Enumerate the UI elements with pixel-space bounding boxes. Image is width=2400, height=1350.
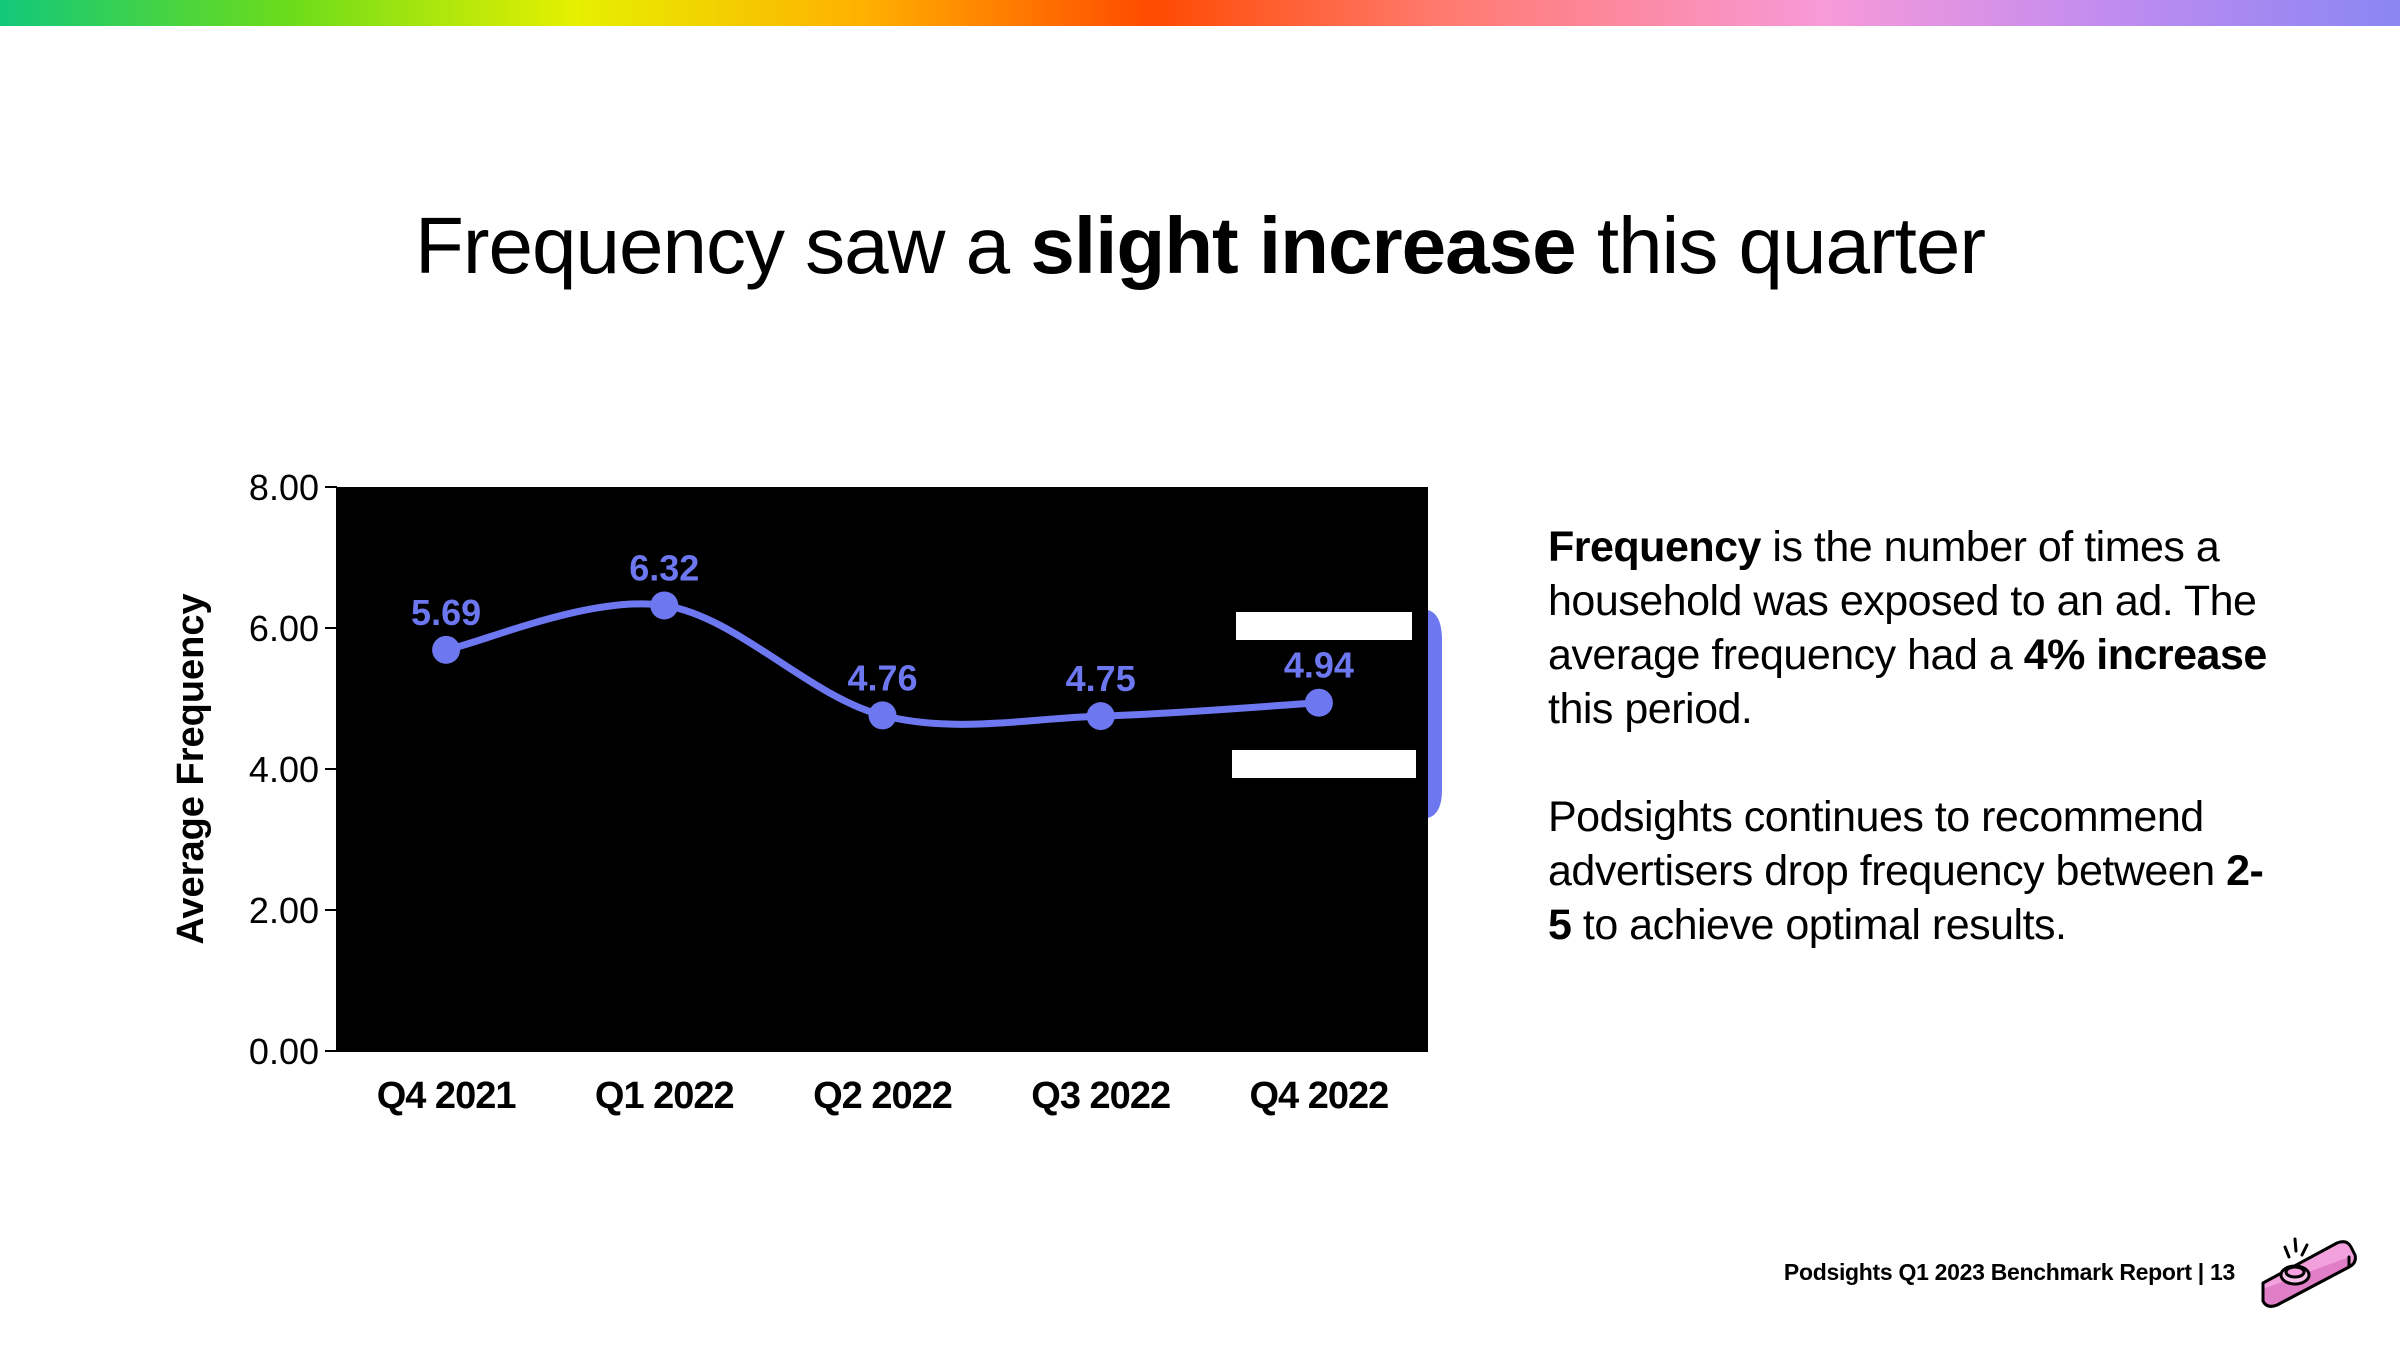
- kazoo-icon: [2261, 1237, 2357, 1308]
- x-tick-label: Q1 2022: [595, 1075, 734, 1117]
- x-tick-label: Q4 2022: [1250, 1075, 1389, 1117]
- title-bold: slight increase: [1030, 201, 1576, 290]
- description-panel: Frequency is the number of times a house…: [1548, 520, 2268, 1006]
- data-label: 6.32: [629, 547, 699, 588]
- data-point: [650, 591, 679, 620]
- y-tick-label: 0.00: [249, 1031, 319, 1072]
- description-paragraph-1: Frequency is the number of times a house…: [1548, 520, 2268, 736]
- title-part2: this quarter: [1575, 201, 1986, 290]
- description-text: Podsights continues to recommend adverti…: [1548, 793, 2227, 895]
- highlight-bracket: [1428, 610, 1442, 818]
- description-highlight: 4% increase: [2023, 631, 2268, 679]
- data-label: 5.69: [411, 592, 481, 633]
- data-point: [868, 701, 897, 730]
- x-tick-label: Q4 2021: [377, 1075, 517, 1117]
- description-term: Frequency: [1548, 523, 1761, 571]
- x-tick-label: Q2 2022: [813, 1075, 952, 1117]
- data-label: 4.75: [1066, 658, 1136, 699]
- data-label: 4.76: [847, 657, 917, 698]
- description-text: to achieve optimal results.: [1571, 901, 2067, 949]
- data-point: [1086, 702, 1115, 731]
- y-axis-title: Average Frequency: [170, 593, 212, 944]
- y-tick-label: 4.00: [249, 749, 319, 790]
- data-point: [432, 635, 461, 664]
- data-label: 4.94: [1284, 645, 1354, 686]
- description-text: this period.: [1548, 685, 1753, 733]
- x-tick-label: Q3 2022: [1031, 1075, 1170, 1117]
- y-tick-label: 2.00: [249, 890, 319, 931]
- footer-report-label: Podsights Q1 2023 Benchmark Report | 13: [1783, 1259, 2235, 1285]
- y-tick-label: 6.00: [249, 608, 319, 649]
- title-part1: Frequency saw a: [414, 201, 1031, 290]
- description-highlight: 2-5: [1548, 847, 2264, 949]
- y-tick-label: 8.00: [249, 467, 319, 508]
- rainbow-top-bar: [0, 0, 2400, 26]
- description-paragraph-2: Podsights continues to recommend adverti…: [1548, 790, 2268, 952]
- highlight-box-top: [1236, 612, 1412, 640]
- description-text: is the number of times a household was e…: [1548, 523, 2257, 679]
- highlight-box-bottom: [1232, 750, 1416, 778]
- page-title: Frequency saw a slight increase this qua…: [0, 200, 2400, 292]
- data-point: [1304, 688, 1333, 717]
